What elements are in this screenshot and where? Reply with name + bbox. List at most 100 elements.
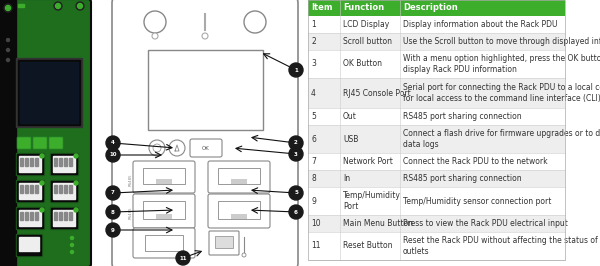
Circle shape — [153, 144, 161, 152]
Text: Description: Description — [403, 3, 458, 13]
Circle shape — [106, 205, 120, 219]
Bar — [308, 33, 565, 50]
Circle shape — [176, 251, 190, 265]
FancyBboxPatch shape — [133, 161, 195, 193]
Bar — [54, 212, 57, 220]
Bar — [218, 168, 260, 184]
Text: RJ45 Console Port: RJ45 Console Port — [343, 89, 411, 98]
FancyBboxPatch shape — [49, 137, 63, 149]
Circle shape — [56, 3, 61, 9]
Text: 3: 3 — [294, 152, 298, 156]
Text: In: In — [343, 174, 350, 183]
Text: Connect the Rack PDU to the network: Connect the Rack PDU to the network — [403, 157, 548, 166]
Circle shape — [106, 186, 120, 200]
Bar — [308, 215, 565, 232]
Text: Press to view the Rack PDU electrical input: Press to view the Rack PDU electrical in… — [403, 219, 568, 228]
Circle shape — [71, 243, 74, 247]
FancyBboxPatch shape — [0, 0, 91, 266]
Bar — [155, 179, 172, 184]
Bar — [53, 210, 75, 226]
Bar — [308, 0, 565, 260]
FancyBboxPatch shape — [112, 0, 298, 266]
Circle shape — [7, 48, 10, 52]
Text: 5: 5 — [294, 190, 298, 196]
Circle shape — [289, 186, 303, 200]
Bar — [308, 153, 565, 170]
Circle shape — [244, 11, 266, 33]
Circle shape — [144, 11, 166, 33]
Text: OK: OK — [202, 146, 210, 151]
Bar — [69, 185, 72, 193]
Bar — [19, 210, 41, 226]
Bar — [308, 16, 565, 33]
Text: RS485 port sharing connection: RS485 port sharing connection — [403, 112, 521, 121]
Bar — [17, 235, 41, 255]
Text: Network Port: Network Port — [343, 157, 393, 166]
Circle shape — [4, 4, 12, 12]
Bar — [51, 208, 77, 228]
Bar — [308, 125, 565, 153]
Circle shape — [289, 136, 303, 150]
Text: RS485: RS485 — [129, 207, 133, 219]
FancyBboxPatch shape — [133, 228, 195, 258]
Bar — [59, 185, 62, 193]
Text: 6: 6 — [294, 210, 298, 214]
Circle shape — [77, 3, 83, 9]
Text: 10: 10 — [109, 152, 117, 157]
Circle shape — [289, 147, 303, 161]
Bar — [308, 108, 565, 125]
Bar — [20, 212, 23, 220]
Bar — [30, 158, 33, 166]
Bar — [308, 170, 565, 187]
Bar — [50, 153, 78, 175]
Bar — [35, 237, 39, 251]
Circle shape — [106, 136, 120, 150]
Bar — [18, 60, 80, 125]
Bar — [19, 183, 41, 199]
Bar — [230, 214, 247, 219]
Bar — [16, 207, 44, 229]
Text: 7: 7 — [111, 190, 115, 196]
Text: Item: Item — [311, 3, 332, 13]
Bar — [218, 201, 260, 219]
Bar — [69, 212, 72, 220]
Bar — [18, 4, 24, 7]
Bar — [64, 185, 67, 193]
Text: 1: 1 — [311, 20, 316, 29]
Text: RS485: RS485 — [129, 174, 133, 186]
Bar — [20, 62, 78, 123]
Bar — [16, 153, 44, 175]
Bar — [0, 0, 90, 266]
Bar — [25, 185, 28, 193]
Bar — [16, 58, 82, 127]
FancyBboxPatch shape — [33, 137, 47, 149]
Text: 8: 8 — [111, 210, 115, 214]
Bar — [19, 156, 41, 172]
Text: Connect a flash drive for firmware upgrades or to download
data logs: Connect a flash drive for firmware upgra… — [403, 129, 600, 149]
Circle shape — [106, 223, 120, 237]
Bar — [20, 185, 23, 193]
Bar — [69, 158, 72, 166]
Bar — [215, 236, 233, 248]
Circle shape — [71, 251, 74, 253]
Text: 3: 3 — [311, 60, 316, 69]
Bar — [145, 235, 183, 251]
Text: 4: 4 — [111, 140, 115, 146]
Text: USB: USB — [343, 135, 358, 143]
Text: Function: Function — [343, 3, 384, 13]
Bar — [50, 207, 78, 229]
Text: LCD Display: LCD Display — [343, 20, 389, 29]
Bar — [30, 185, 33, 193]
Circle shape — [169, 140, 185, 156]
Text: 11: 11 — [311, 242, 320, 251]
Circle shape — [40, 154, 44, 158]
FancyBboxPatch shape — [17, 137, 31, 149]
Bar — [54, 185, 57, 193]
Text: Display information about the Rack PDU: Display information about the Rack PDU — [403, 20, 557, 29]
Bar — [155, 214, 172, 219]
Bar — [17, 181, 43, 201]
Text: Out: Out — [343, 112, 357, 121]
Bar — [143, 201, 185, 219]
Circle shape — [40, 181, 44, 185]
FancyBboxPatch shape — [133, 194, 195, 228]
